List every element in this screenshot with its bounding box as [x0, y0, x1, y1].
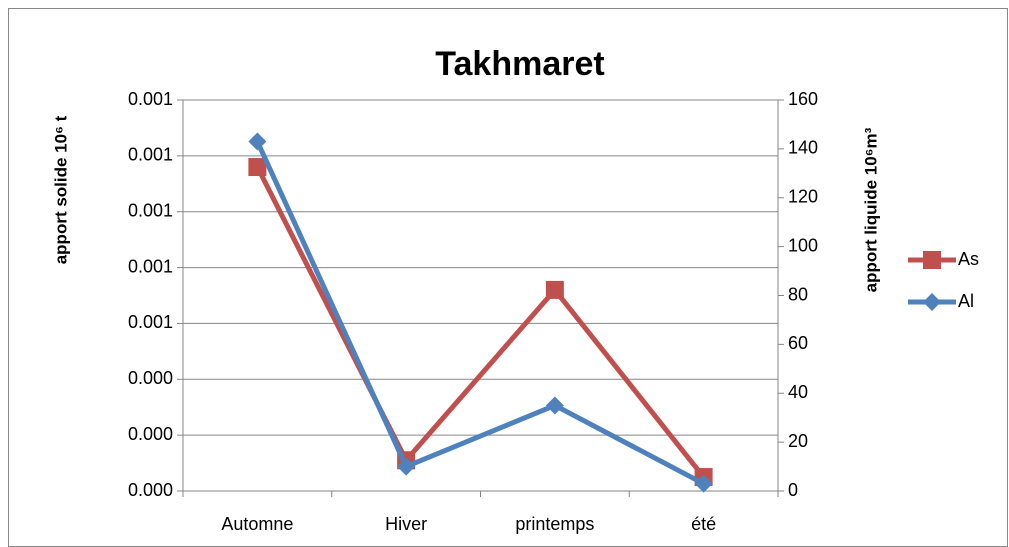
x-tick-label: Automne: [221, 514, 293, 534]
point: [397, 457, 416, 476]
point: [248, 158, 267, 177]
y-tick-label: 0.001: [128, 256, 173, 276]
legend-label: As: [958, 249, 979, 269]
x-tick-label: été: [691, 514, 716, 534]
y2-tick-label: 140: [788, 138, 818, 158]
legend-marker: [923, 293, 941, 311]
y2-tick-label: 60: [788, 333, 808, 353]
y-tick-label: 0.001: [128, 200, 173, 220]
series-line: [255, 140, 705, 486]
legend-marker: [923, 251, 941, 269]
y2-tick-label: 100: [788, 235, 818, 255]
y2-tick-label: 20: [788, 431, 808, 451]
y-tick-label: 0.001: [128, 312, 173, 332]
y-tick-label: 0.000: [128, 368, 173, 388]
y-tick-label: 0.000: [128, 424, 173, 444]
series-line: [255, 165, 706, 479]
point: [248, 132, 267, 151]
chart-border: [8, 8, 1008, 547]
point: [694, 474, 713, 493]
y2-axis-label: apport liquide 10⁶m³: [861, 127, 880, 292]
y-tick-label: 0.001: [128, 145, 173, 165]
y-axis-label: apport solide 10⁶ t: [51, 115, 70, 264]
legend-label: Al: [958, 291, 974, 311]
y-tick-label: 0.001: [128, 89, 173, 109]
chart-title: Takhmaret: [435, 45, 604, 83]
y2-tick-label: 80: [788, 284, 808, 304]
point: [545, 280, 564, 299]
y2-tick-label: 160: [788, 89, 818, 109]
y2-tick-label: 120: [788, 187, 818, 207]
y-tick-label: 0.000: [128, 480, 173, 500]
point: [545, 396, 564, 415]
y2-tick-label: 40: [788, 382, 808, 402]
x-tick-label: printemps: [515, 514, 594, 534]
y2-tick-label: 0: [788, 480, 798, 500]
x-tick-label: Hiver: [385, 514, 427, 534]
